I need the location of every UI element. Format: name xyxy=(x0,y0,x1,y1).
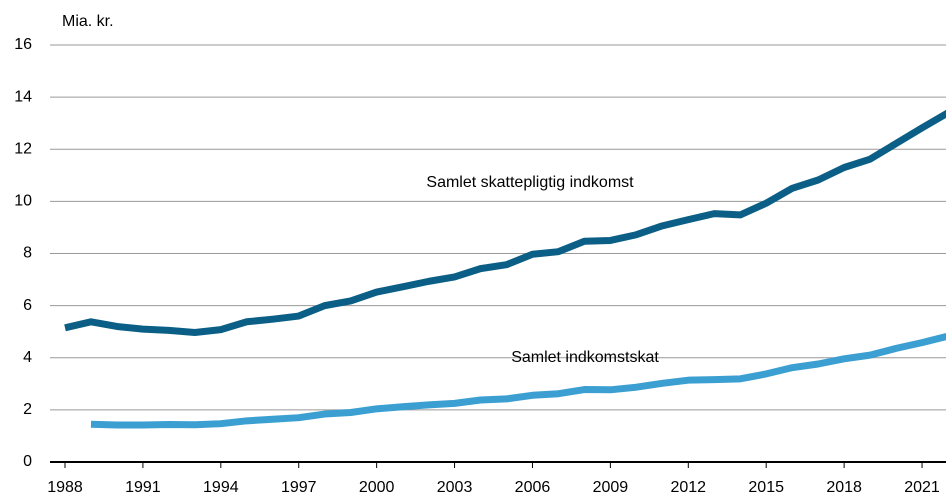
y-tick-label: 0 xyxy=(23,453,32,470)
y-tick-label: 10 xyxy=(14,193,32,210)
y-axis-label: Mia. kr. xyxy=(62,13,114,30)
y-tick-label: 6 xyxy=(23,297,32,314)
y-tick-label: 4 xyxy=(23,349,32,366)
x-tick-label: 1991 xyxy=(125,479,161,496)
x-tick-label: 1997 xyxy=(281,479,317,496)
x-tick-label: 2000 xyxy=(359,479,395,496)
x-tick-label: 2021 xyxy=(904,479,940,496)
series-label: Samlet indkomstskat xyxy=(511,349,659,366)
series-line xyxy=(64,109,946,336)
x-tick-label: 1988 xyxy=(47,479,83,496)
x-tick-label: 2006 xyxy=(515,479,551,496)
x-tick-label: 1994 xyxy=(203,479,239,496)
x-tick-label: 2018 xyxy=(826,479,862,496)
x-tick-label: 2003 xyxy=(437,479,473,496)
y-tick-label: 16 xyxy=(14,36,32,53)
y-tick-label: 14 xyxy=(14,88,32,105)
y-tick-label: 12 xyxy=(14,140,32,157)
y-tick-label: 2 xyxy=(23,401,32,418)
series-label: Samlet skattepligtig indkomst xyxy=(426,174,634,191)
series-line xyxy=(90,333,946,429)
x-tick-label: 2009 xyxy=(593,479,629,496)
y-tick-label: 8 xyxy=(23,245,32,262)
x-tick-label: 2015 xyxy=(748,479,784,496)
x-tick-label: 2012 xyxy=(670,479,706,496)
